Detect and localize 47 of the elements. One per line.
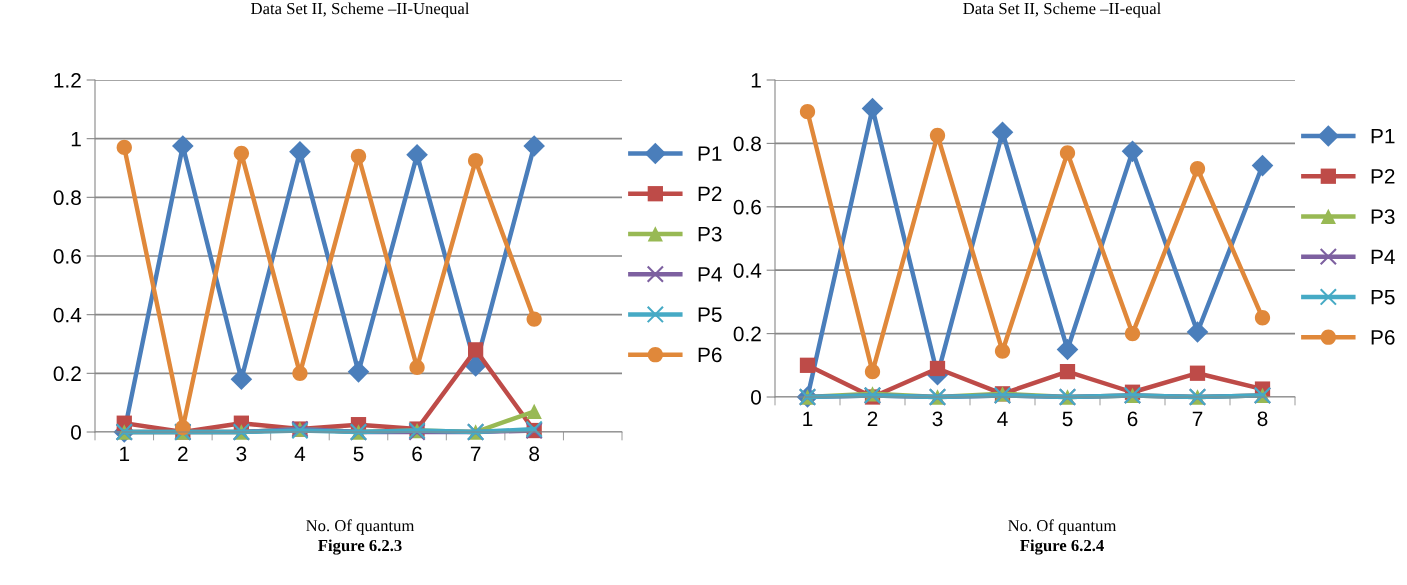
chart-title: Data Set II, Scheme –II-Unequal xyxy=(251,2,470,18)
y-tick-label: 1.2 xyxy=(54,73,81,88)
x-tick-label: 6 xyxy=(412,446,422,462)
y-tick-label: 0.2 xyxy=(733,326,761,342)
y-tick-label: 0.8 xyxy=(733,136,761,152)
legend-label: P6 xyxy=(698,347,722,363)
y-tick-label: 0.4 xyxy=(733,263,762,278)
x-tick-label: 3 xyxy=(236,446,247,462)
legend-label: P5 xyxy=(1371,289,1395,305)
x-tick-label: 2 xyxy=(867,411,878,426)
legend-label: P6 xyxy=(1371,329,1395,345)
y-tick-label: 0.2 xyxy=(53,366,81,382)
legend-label: P1 xyxy=(698,146,722,161)
legend-label: P1 xyxy=(1371,128,1395,144)
x-axis-title: No. Of quantum xyxy=(1008,519,1117,535)
legend-label: P5 xyxy=(698,307,722,322)
y-tick-label: 0 xyxy=(751,390,761,405)
caption: Figure 6.2.4 xyxy=(1020,539,1104,555)
y-tick-label: 1 xyxy=(751,73,761,88)
y-tick-label: 0.4 xyxy=(53,307,82,323)
legend-label: P2 xyxy=(698,186,722,202)
y-tick-label: 0.6 xyxy=(733,199,761,215)
caption: Figure 6.2.3 xyxy=(318,539,402,555)
x-tick-label: 4 xyxy=(997,411,1008,426)
x-tick-label: 8 xyxy=(1257,411,1268,427)
x-tick-label: 1 xyxy=(120,446,130,461)
x-tick-label: 1 xyxy=(803,411,813,426)
legend-label: P4 xyxy=(698,267,722,282)
x-tick-label: 7 xyxy=(470,446,481,461)
y-tick-label: 0.8 xyxy=(53,190,81,206)
legend-label: P4 xyxy=(1371,249,1395,265)
y-tick-label: 0.6 xyxy=(53,249,81,264)
legend-label: P3 xyxy=(698,226,722,242)
x-tick-label: 5 xyxy=(353,446,364,462)
x-tick-label: 4 xyxy=(294,446,306,461)
legend-label: P2 xyxy=(1371,168,1395,184)
x-tick-label: 6 xyxy=(1127,411,1138,427)
x-axis-title: No. Of quantum xyxy=(306,519,415,535)
y-tick-label: 0 xyxy=(71,425,81,440)
x-tick-label: 3 xyxy=(932,411,943,427)
legend-label: P3 xyxy=(1371,209,1395,224)
x-tick-label: 2 xyxy=(178,446,188,461)
chart-title: Data Set II, Scheme –II-equal xyxy=(963,2,1161,18)
x-tick-label: 8 xyxy=(529,446,540,462)
y-tick-label: 1 xyxy=(71,131,81,147)
x-tick-label: 7 xyxy=(1192,411,1203,426)
x-tick-label: 5 xyxy=(1062,411,1073,427)
